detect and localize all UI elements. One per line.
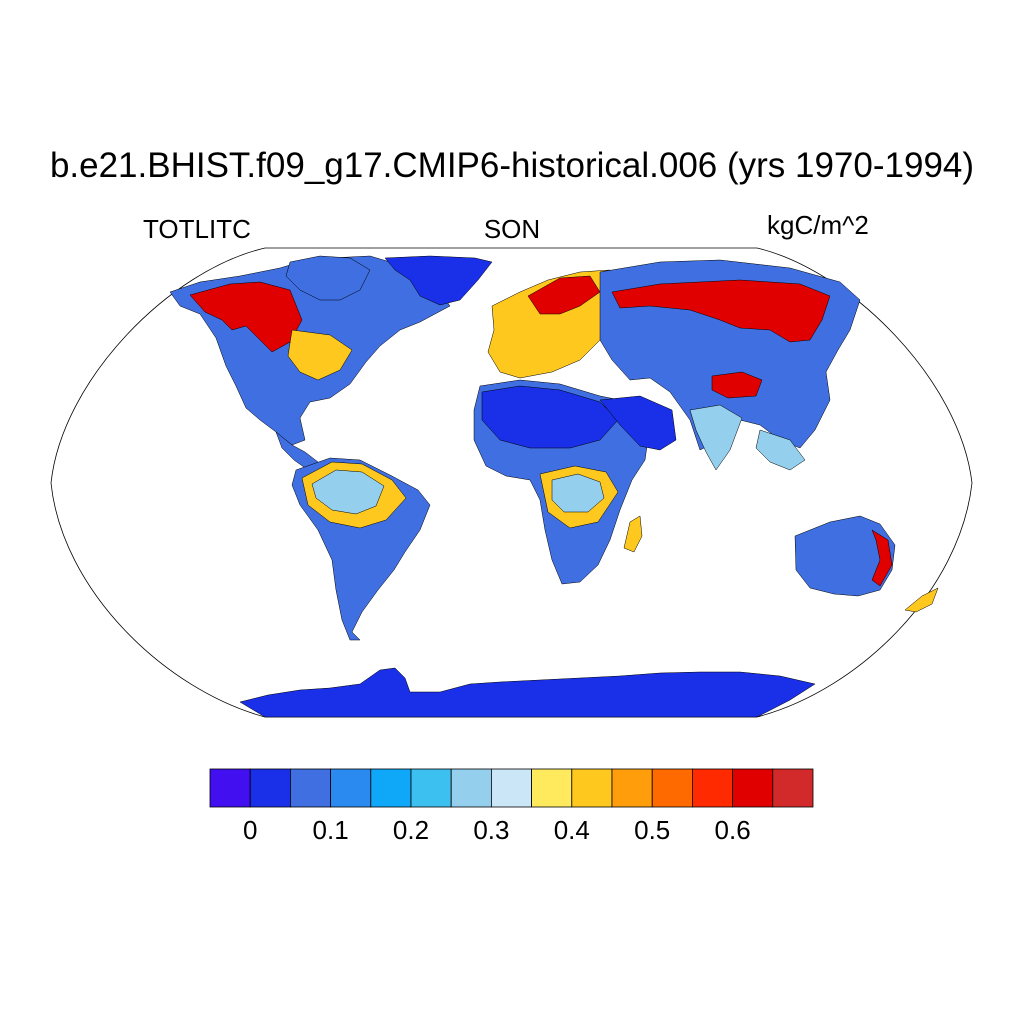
- congo-core: [551, 473, 605, 513]
- arabia: [599, 395, 677, 451]
- colorbar-tick-label: 0.6: [714, 815, 751, 845]
- colorbar-tick-label: 0.2: [392, 815, 430, 845]
- units-label: kgC/m^2: [767, 210, 869, 240]
- central-asia-hotspot: [711, 371, 763, 399]
- colorbar-swatch: [490, 768, 532, 808]
- variable-label: TOTLITC: [143, 214, 251, 244]
- greenland: [384, 255, 493, 306]
- antarctica: [239, 667, 816, 718]
- amazon-core: [311, 469, 385, 515]
- colorbar-swatch: [651, 768, 693, 808]
- colorbar-swatch: [772, 768, 814, 808]
- colorbar-tick-label: 0.5: [634, 815, 671, 845]
- colorbar-swatch: [571, 768, 613, 808]
- southeast-asia: [755, 429, 806, 471]
- figure-title: b.e21.BHIST.f09_g17.CMIP6-historical.006…: [49, 146, 975, 185]
- colorbar-tick-label: 0: [242, 815, 258, 845]
- australia: [794, 515, 896, 597]
- colorbar-swatch: [249, 768, 291, 808]
- arctic-islands: [285, 255, 371, 301]
- colorbar-swatch: [209, 768, 251, 808]
- colorbar-swatch: [692, 768, 734, 808]
- colorbar-swatch: [370, 768, 412, 808]
- colorbar-swatch: [330, 768, 372, 808]
- colorbar-swatch: [410, 768, 452, 808]
- south-asia: [689, 404, 743, 471]
- north-america-boreal: [189, 281, 303, 353]
- colorbar-swatch: [531, 768, 573, 808]
- australia-east-rim: [871, 529, 893, 587]
- colorbar-tick-label: 0.1: [312, 815, 349, 845]
- north-america-boreal-east: [287, 329, 353, 381]
- colorbar-swatch: [611, 768, 653, 808]
- colorbar-tick-label: 0.4: [553, 815, 590, 845]
- sahara: [481, 385, 619, 449]
- colorbar-swatch: [450, 768, 492, 808]
- colorbar-swatch: [289, 768, 331, 808]
- new-zealand: [904, 587, 939, 613]
- siberia-boreal: [611, 279, 831, 343]
- madagascar: [623, 515, 643, 553]
- colorbar: [209, 768, 814, 808]
- colorbar-swatch: [732, 768, 774, 808]
- scandinavia: [527, 275, 601, 315]
- season-label: SON: [483, 214, 541, 244]
- colorbar-tick-label: 0.3: [473, 815, 510, 845]
